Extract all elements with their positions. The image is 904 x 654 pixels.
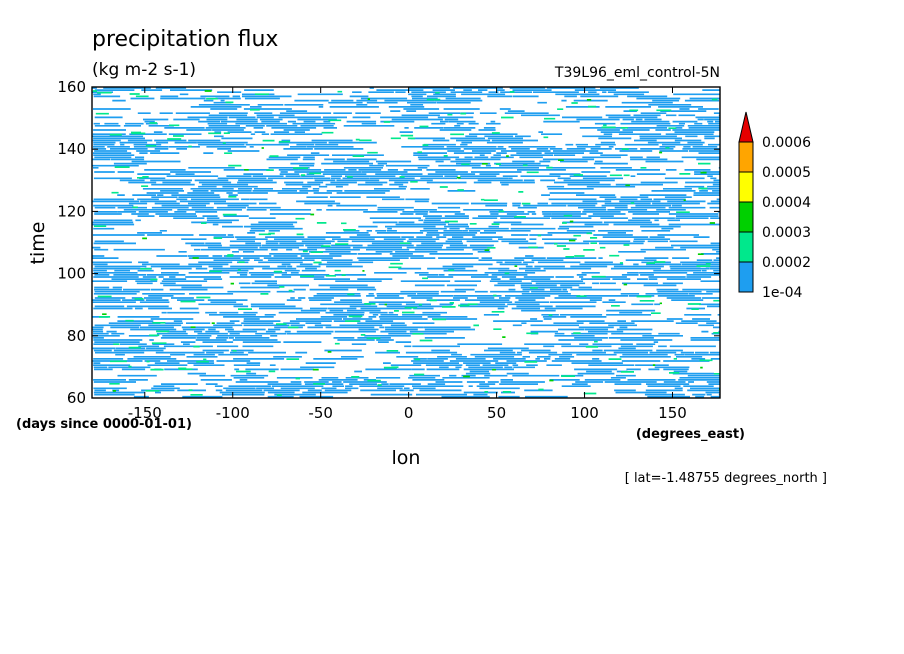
colorbar-label: 1e-04 xyxy=(762,285,802,301)
chart-title: precipitation flux xyxy=(92,27,278,52)
y-tick-label: 120 xyxy=(57,202,86,220)
x-tick-label: -100 xyxy=(216,404,250,422)
dataset-label: T39L96_eml_control-5N xyxy=(554,65,720,81)
colorbar-label: 0.0002 xyxy=(762,255,811,271)
colorbar-box-0.0002 xyxy=(738,231,754,263)
heat-level-2 xyxy=(92,90,720,396)
x-units-label: (degrees_east) xyxy=(636,427,745,442)
x-tick-label: 150 xyxy=(658,404,687,422)
colorbar-box-0.0001 xyxy=(738,261,754,293)
colorbar-label: 0.0003 xyxy=(762,225,811,241)
chart-units: (kg m-2 s-1) xyxy=(92,60,196,80)
plot-frame xyxy=(91,86,721,399)
y-tick-label: 100 xyxy=(57,265,86,283)
heat-level-1 xyxy=(92,87,720,398)
heatmap-field xyxy=(92,87,720,398)
x-tick-label: -50 xyxy=(308,404,333,422)
colorbar-label: 0.0004 xyxy=(762,195,811,211)
x-tick-label: -150 xyxy=(128,404,162,422)
y-tick-label: 60 xyxy=(67,389,86,407)
x-tick-label: 100 xyxy=(570,404,599,422)
colorbar-extend-arrow xyxy=(738,111,754,143)
y-tick-label: 80 xyxy=(67,327,86,345)
latitude-footer: [ lat=-1.48755 degrees_north ] xyxy=(625,471,827,486)
x-axis-label: lon xyxy=(392,447,421,469)
heat-level-3 xyxy=(102,90,720,392)
colorbar-box-0.0004 xyxy=(738,171,754,203)
colorbar-box-0.0005 xyxy=(738,141,754,173)
y-tick-label: 140 xyxy=(57,140,86,158)
y-tick-label: 160 xyxy=(57,78,86,96)
x-tick-label: 50 xyxy=(487,404,506,422)
colorbar: 0.0006 0.0005 0.0004 0.0003 0.0002 1e-04 xyxy=(738,111,811,301)
x-axis: -150 -100 -50 0 50 100 150 xyxy=(128,87,687,422)
y-units-label: (days since 0000-01-01) xyxy=(16,417,192,432)
y-axis: 60 80 100 120 140 160 xyxy=(57,78,720,407)
colorbar-box-0.0003 xyxy=(738,201,754,233)
colorbar-label: 0.0006 xyxy=(762,135,811,151)
x-tick-label: 0 xyxy=(404,404,414,422)
colorbar-label: 0.0005 xyxy=(762,165,811,181)
y-axis-label: time xyxy=(27,222,49,265)
